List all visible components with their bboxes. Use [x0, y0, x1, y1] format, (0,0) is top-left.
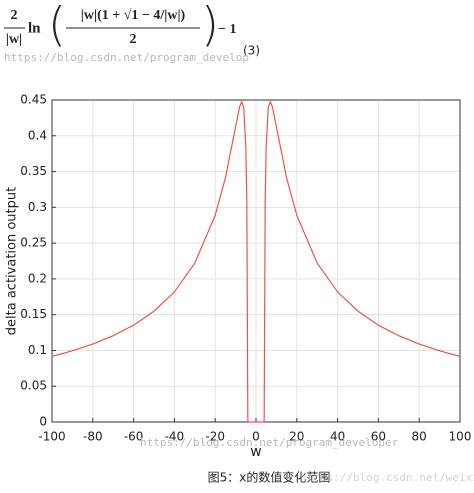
y-tick-label: 0 [39, 415, 47, 429]
y-tick-label: 0.05 [20, 379, 47, 393]
x-tick-label: -100 [38, 430, 65, 444]
y-tick-label: 0.25 [20, 236, 47, 250]
y-tick-label: 0.15 [20, 307, 47, 321]
y-tick-label: 0.4 [28, 128, 47, 142]
watermark: https://blog.csdn.net/program_develop [4, 51, 249, 64]
y-tick-label: 0.2 [28, 271, 47, 285]
paren: ( [48, 0, 66, 52]
y-tick-label: 0.45 [20, 93, 47, 107]
chart: 0 0.05 0.1 0.15 0.2 0.25 0.3 0.35 0.4 0.45 -100 -80… [20, 93, 471, 444]
inner-num: |w|(1 + √1 − 4/|w|) [81, 8, 186, 23]
formula: 2 |w| ln ( |w|(1 + √1 − 4/|w|) 2 ) − 1 (… [4, 0, 260, 64]
x-tick-label: 100 [449, 430, 472, 444]
coef-den: |w| [6, 32, 22, 47]
watermark: https://blog.csdn.net/program_developer [140, 436, 399, 449]
watermark: https://blog.csdn.net/weixin_39910711 [300, 471, 474, 484]
coef-num: 2 [11, 8, 18, 23]
fn: ln [28, 20, 41, 36]
y-tick-label: 0.3 [28, 200, 47, 214]
inner-den: 2 [130, 32, 137, 47]
paren: ) [201, 0, 219, 52]
x-tick-label: 80 [412, 430, 427, 444]
tail: − 1 [218, 22, 236, 37]
y-label: delta activation output [5, 187, 20, 335]
y-tick-label: 0.1 [28, 343, 47, 357]
x-tick-label: -80 [83, 430, 103, 444]
y-tick-label: 0.35 [20, 164, 47, 178]
